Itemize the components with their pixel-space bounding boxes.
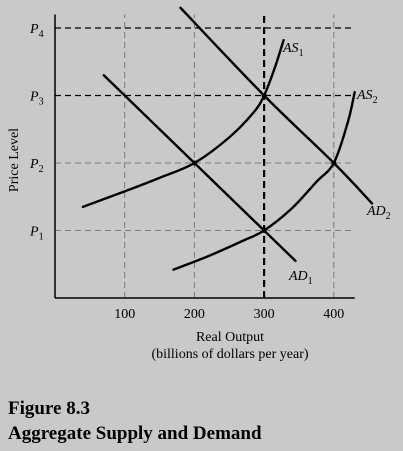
series-label-as2: AS2 — [356, 88, 378, 106]
chart-canvas: 100 200 300 400 P1 P2 P3 P4 AS1 AS2 AD1 AD2 Price L… — [7, 6, 391, 362]
x-tick-label-400: 400 — [323, 307, 344, 322]
series-label-as1: AS1 — [282, 41, 304, 59]
curves — [81, 6, 374, 271]
y-tick-label-4: P4 — [29, 22, 44, 40]
series-curve-ad1 — [102, 74, 297, 263]
equilibrium-point-1 — [191, 160, 197, 166]
x-axis-label: Real Output — [196, 330, 264, 345]
series-label-ad2: AD2 — [366, 204, 391, 222]
y-tick-label-2: P2 — [29, 157, 44, 175]
x-axis-sublabel: (billions of dollars per year) — [151, 347, 308, 362]
labels: 100 200 300 400 P1 P2 P3 P4 AS1 AS2 AD1 AD2 — [29, 22, 391, 322]
x-tick-label-100: 100 — [114, 307, 135, 322]
x-tick-label-200: 200 — [184, 307, 205, 322]
grid-lines — [55, 14, 355, 298]
equilibrium-point-3 — [261, 228, 267, 233]
equilibrium-point-4 — [331, 160, 337, 166]
figure-number: Figure 8.3 — [8, 398, 90, 419]
equilibrium-point-2 — [261, 93, 267, 98]
y-tick-label-3: P3 — [29, 90, 44, 108]
y-tick-label-1: P1 — [29, 225, 44, 243]
figure-title: Aggregate Supply and Demand — [8, 423, 262, 444]
series-curve-as2 — [172, 90, 356, 271]
series-curve-ad2 — [179, 6, 374, 205]
y-axis-label: Price Level — [7, 128, 22, 192]
x-tick-label-300: 300 — [254, 307, 275, 322]
series-label-ad1: AD1 — [288, 269, 313, 287]
axes — [54, 14, 355, 299]
series-curve-as1 — [81, 38, 285, 209]
